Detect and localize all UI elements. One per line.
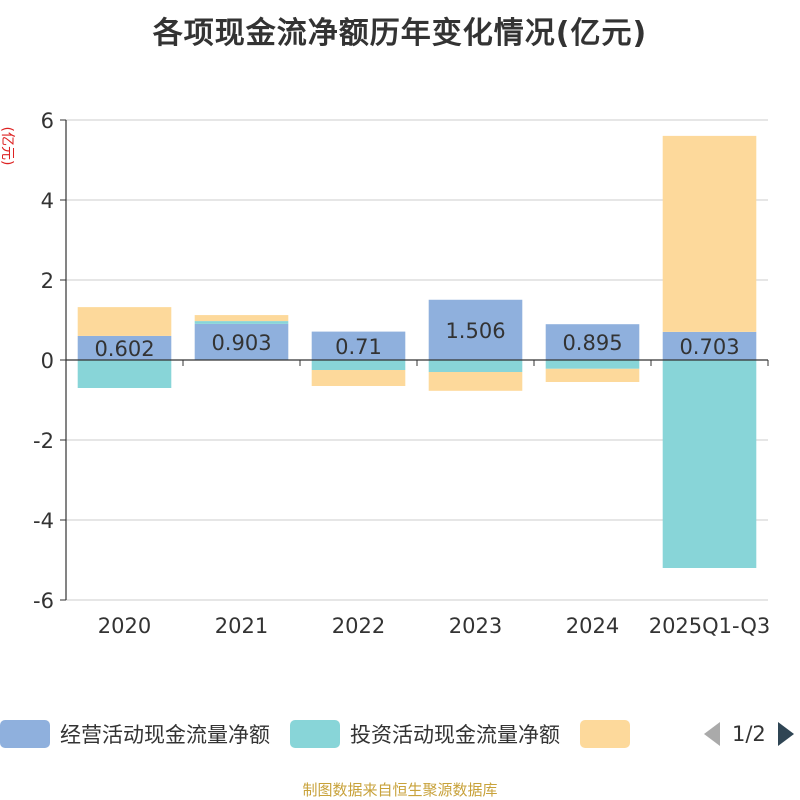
legend-page-indicator: 1/2 (732, 722, 766, 746)
y-tick-label: 2 (41, 269, 54, 293)
legend-label-operating: 经营活动现金流量净额 (60, 723, 270, 747)
legend-swatch-third (580, 720, 630, 748)
data-label: 0.602 (94, 337, 154, 361)
bar-segment (662, 135, 757, 332)
bar-segment (311, 370, 406, 386)
x-tick-label: 2023 (449, 614, 502, 638)
bar-segment (545, 360, 640, 369)
legend-swatch-investing (290, 720, 340, 748)
y-tick-label: 6 (41, 109, 54, 133)
bar-segment (194, 315, 289, 322)
legend: 经营活动现金流量净额 投资活动现金流量净额 (0, 716, 660, 752)
bar-segment (428, 299, 523, 360)
legend-item-operating[interactable]: 经营活动现金流量净额 (0, 719, 270, 749)
bar-segment (194, 321, 289, 324)
bar-segment (77, 360, 172, 388)
legend-item-third[interactable] (580, 720, 640, 748)
y-tick-label: 4 (41, 189, 54, 213)
bar-segment (77, 335, 172, 360)
legend-swatch-operating (0, 720, 50, 748)
x-tick-label: 2024 (566, 614, 619, 638)
legend-pager: 1/2 (702, 716, 796, 752)
y-tick-label: -4 (33, 509, 54, 533)
x-tick-label: 2025Q1-Q3 (649, 614, 771, 638)
bar-segment (77, 307, 172, 336)
data-label: 0.71 (335, 335, 382, 359)
bar-segment (428, 372, 523, 391)
bar-segment (311, 360, 406, 370)
next-page-icon[interactable] (776, 720, 796, 748)
prev-page-icon[interactable] (702, 720, 722, 748)
bar-segment (311, 331, 406, 360)
x-tick-label: 2020 (98, 614, 151, 638)
y-axis-label: (亿元) (0, 127, 15, 166)
legend-label-investing: 投资活动现金流量净额 (350, 723, 560, 747)
bar-segment (194, 323, 289, 360)
bar-segment (545, 368, 640, 382)
data-label: 0.895 (562, 331, 622, 355)
x-tick-label: 2021 (215, 614, 268, 638)
data-label: 0.703 (679, 335, 739, 359)
legend-item-investing[interactable]: 投资活动现金流量净额 (290, 719, 560, 749)
data-label: 0.903 (211, 331, 271, 355)
y-tick-label: -6 (33, 589, 54, 613)
bar-segment (428, 360, 523, 372)
data-source-footer: 制图数据来自恒生聚源数据库 (302, 781, 498, 799)
data-label: 1.506 (445, 319, 505, 343)
chart-title: 各项现金流净额历年变化情况(亿元) (152, 16, 648, 51)
bar-segment (545, 324, 640, 360)
x-tick-label: 2022 (332, 614, 385, 638)
y-tick-label: 0 (41, 349, 54, 373)
bar-segment (662, 331, 757, 360)
bar-segment (662, 360, 757, 568)
y-tick-label: -2 (33, 429, 54, 453)
